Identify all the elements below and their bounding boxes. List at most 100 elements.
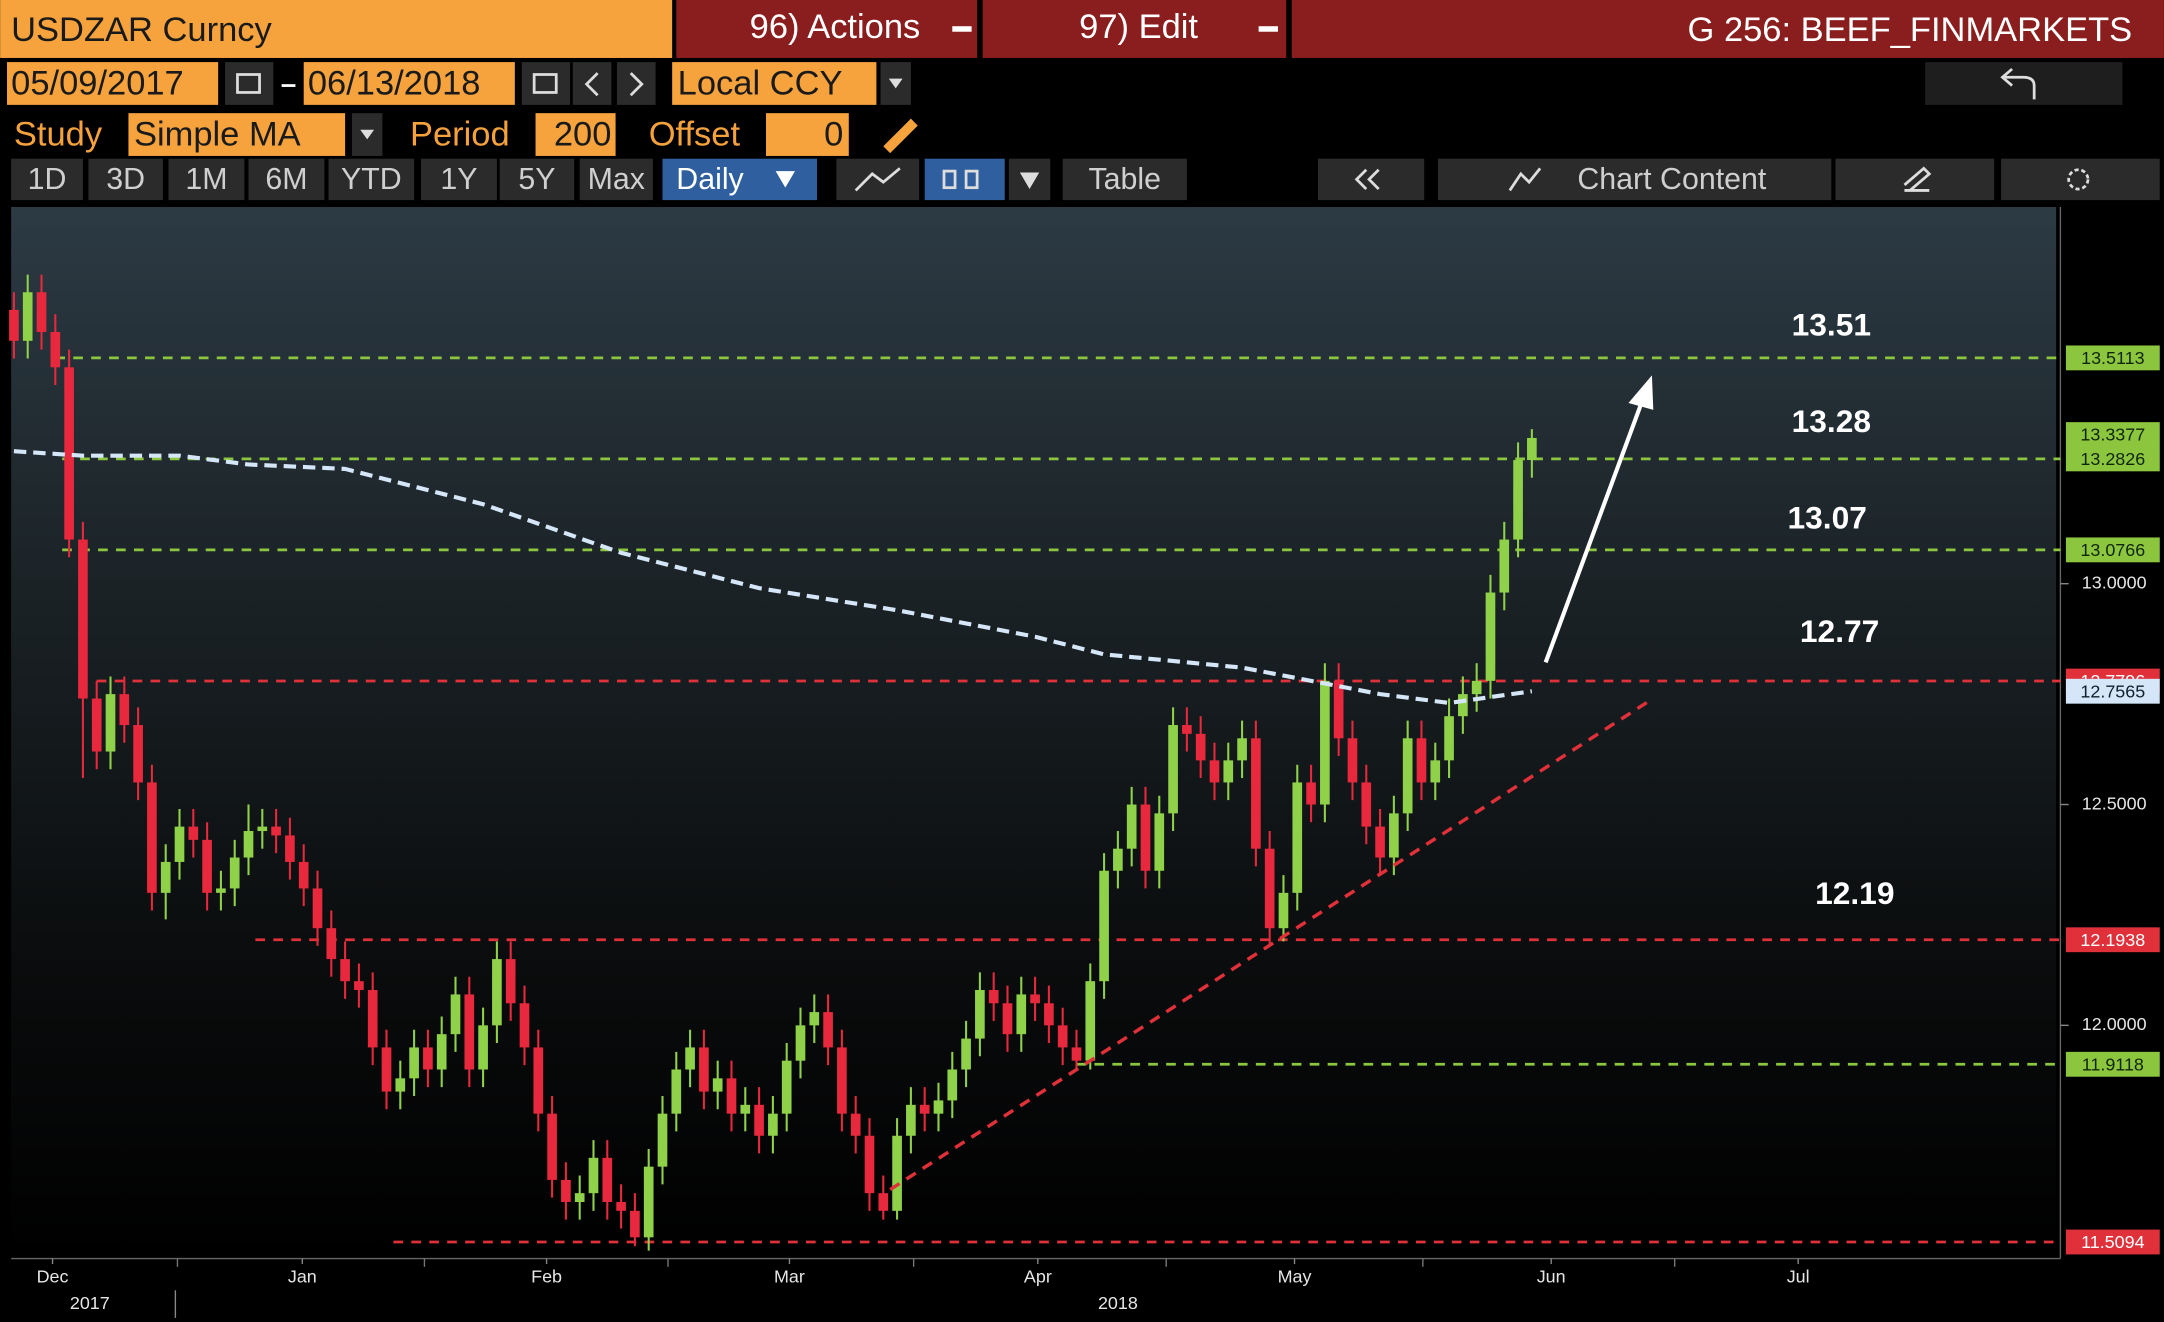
- candle-body: [1444, 716, 1454, 761]
- range-button[interactable]: [88, 158, 163, 201]
- next-button[interactable]: [616, 62, 656, 105]
- period-field[interactable]: [535, 113, 616, 156]
- candle-body: [1513, 460, 1523, 540]
- table-button[interactable]: [1062, 158, 1187, 201]
- candle-body: [160, 861, 171, 893]
- currency-text: Local CCY: [678, 65, 843, 103]
- candle-body: [326, 928, 337, 960]
- annotate-icon: [1903, 166, 1932, 192]
- range-button[interactable]: [328, 158, 415, 201]
- prev-icon: [584, 72, 599, 97]
- candle-body: [906, 1104, 916, 1136]
- candle-body: [574, 1193, 585, 1202]
- candle-body: [1085, 981, 1096, 1061]
- candle-icon: [942, 169, 957, 190]
- collapse-icon: [1354, 168, 1368, 191]
- candle-body: [91, 698, 102, 752]
- range-button[interactable]: [11, 158, 83, 201]
- x-tick-label: Jan: [288, 1267, 317, 1287]
- candle-body: [133, 725, 143, 783]
- candle-body: [1347, 738, 1358, 783]
- offset-field[interactable]: [765, 113, 849, 156]
- x-tick-label: Apr: [1024, 1267, 1052, 1287]
- candle-body: [1402, 738, 1413, 814]
- annotate-button[interactable]: [1835, 158, 1995, 201]
- range-button[interactable]: [579, 158, 653, 201]
- candle-body: [947, 1069, 958, 1101]
- candle-body: [561, 1179, 571, 1202]
- collapse-button[interactable]: [1317, 158, 1425, 201]
- candle-body: [1182, 725, 1192, 734]
- candle-body: [1209, 760, 1220, 783]
- security-field[interactable]: [0, 0, 673, 58]
- candle-body: [9, 309, 19, 341]
- y-tick-label: 12.0000: [2082, 1014, 2147, 1034]
- range-button[interactable]: [168, 158, 245, 201]
- candle-body: [1237, 738, 1247, 761]
- candle-body: [367, 990, 378, 1048]
- back-icon: [2000, 67, 2036, 100]
- candle-body: [285, 835, 295, 862]
- candle-body: [340, 959, 350, 982]
- candle-body: [1485, 592, 1496, 681]
- candle-body: [1044, 1003, 1054, 1026]
- candle-body: [464, 994, 475, 1070]
- candle-body: [1099, 870, 1109, 982]
- start-date-field[interactable]: [7, 62, 219, 105]
- end-date-field[interactable]: [303, 62, 515, 105]
- study-field[interactable]: [128, 113, 346, 156]
- frequency-button[interactable]: [662, 158, 818, 201]
- candle-body: [1140, 804, 1151, 871]
- actions-button[interactable]: [676, 0, 978, 58]
- arrow-shaft: [1543, 392, 1647, 664]
- prev-button[interactable]: [572, 62, 612, 105]
- last-price-box: [2065, 422, 2160, 447]
- edit-button[interactable]: [982, 0, 1287, 58]
- candle-body: [174, 826, 185, 862]
- calendar-icon: [236, 73, 261, 94]
- range-button[interactable]: [421, 158, 497, 201]
- candle-body: [1057, 1025, 1068, 1048]
- y-tick-label: 13.0000: [2082, 572, 2147, 592]
- dropdown-icon: [888, 78, 903, 89]
- range-text: 1M: [185, 163, 227, 196]
- collapse-icon: [1367, 168, 1380, 191]
- candle-body: [823, 1012, 833, 1048]
- calendar-button[interactable]: [225, 62, 274, 105]
- back-button[interactable]: [1925, 62, 2123, 105]
- candle-body: [78, 539, 88, 699]
- settings-button[interactable]: [2001, 158, 2160, 201]
- candle-body: [147, 782, 157, 893]
- range-button[interactable]: [248, 158, 325, 201]
- currency-field[interactable]: [672, 62, 877, 105]
- page-banner: [1291, 0, 2164, 58]
- candle-body: [312, 888, 323, 929]
- range-text: 6M: [265, 163, 307, 196]
- candle-body: [257, 826, 268, 832]
- candle-body: [519, 1003, 530, 1048]
- dropdown-icon: [1019, 172, 1040, 190]
- dropdown-icon: [952, 26, 972, 32]
- candle-body: [298, 861, 309, 889]
- candle-body: [919, 1104, 930, 1114]
- candle-body: [975, 990, 985, 1039]
- period-label: Period: [410, 116, 510, 154]
- next-icon: [629, 72, 644, 97]
- dropdown-icon: [1258, 26, 1278, 32]
- candle-body: [864, 1135, 875, 1194]
- pencil-icon[interactable]: [883, 118, 918, 154]
- candle-body: [1292, 782, 1303, 893]
- range-text: 1D: [28, 163, 67, 196]
- candle-body: [1416, 738, 1427, 783]
- dropdown-icon: [360, 129, 375, 140]
- candle-body: [1527, 437, 1537, 461]
- chart-content-icon: [1508, 167, 1542, 192]
- candle-body: [1126, 804, 1137, 849]
- range-button[interactable]: [499, 158, 575, 201]
- candle-body: [1168, 725, 1178, 814]
- chart-content-button[interactable]: [1438, 158, 1832, 201]
- candle-body: [1306, 782, 1316, 805]
- level-label: 13.0766: [2080, 540, 2145, 560]
- calendar-button[interactable]: [521, 62, 571, 105]
- page-text: G 256: BEEF_FINMARKETS: [1688, 11, 2133, 49]
